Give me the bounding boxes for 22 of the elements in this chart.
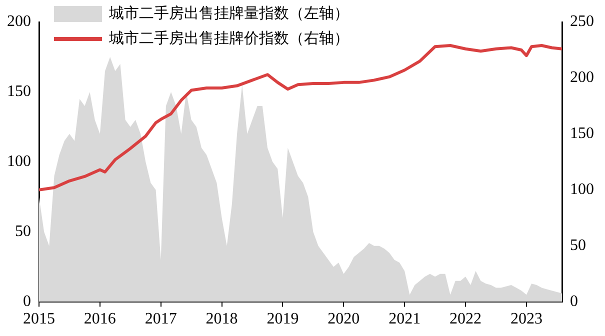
x-tick-label: 2015 <box>23 310 55 328</box>
x-tick-label: 2023 <box>510 310 542 328</box>
y2-tick-label: 200 <box>570 69 594 86</box>
y2-tick-label: 50 <box>570 237 586 254</box>
y-tick-label: 50 <box>15 223 31 240</box>
y-tick-label: 150 <box>7 83 31 100</box>
y2-tick-label: 250 <box>570 13 594 30</box>
y2-tick-label: 100 <box>570 181 594 198</box>
x-tick-label: 2020 <box>328 310 360 328</box>
x-tick-label: 2019 <box>266 310 299 328</box>
y-tick-label: 0 <box>23 293 31 310</box>
x-tick-label: 2016 <box>84 310 116 328</box>
x-tick-label: 2017 <box>144 310 177 328</box>
y-tick-label: 100 <box>7 153 31 170</box>
legend-label: 城市二手房出售挂牌价指数（右轴） <box>108 30 349 47</box>
y-tick-label: 200 <box>7 13 31 30</box>
x-tick-label: 2022 <box>450 310 482 328</box>
legend-label: 城市二手房出售挂牌量指数（左轴） <box>108 4 349 22</box>
y2-tick-label: 0 <box>570 293 578 310</box>
y2-tick-label: 150 <box>570 125 594 142</box>
x-tick-label: 2018 <box>206 310 238 328</box>
x-tick-label: 2021 <box>388 310 421 328</box>
